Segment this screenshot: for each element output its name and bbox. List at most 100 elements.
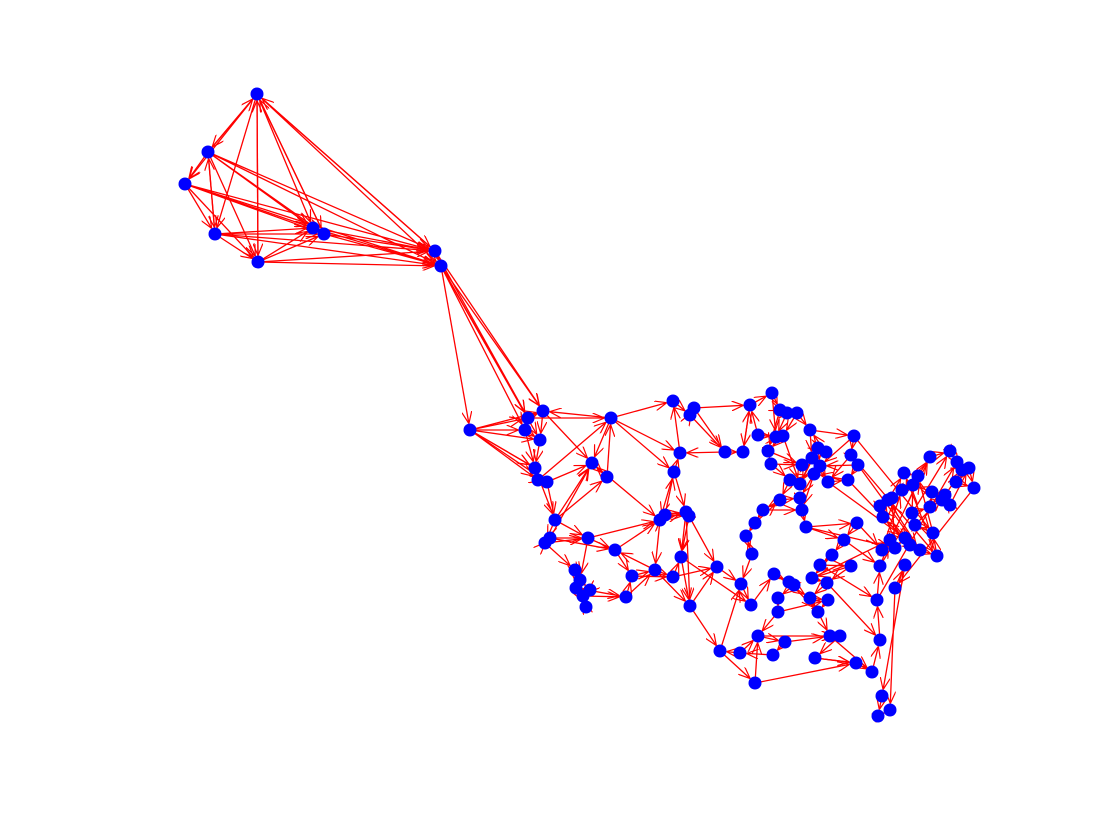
- graph-node: [682, 509, 696, 523]
- graph-node: [911, 469, 925, 483]
- graph-node: [825, 548, 839, 562]
- graph-node: [795, 503, 809, 517]
- graph-node: [870, 593, 884, 607]
- edge-arrow: [542, 410, 588, 458]
- graph-node: [713, 644, 727, 658]
- edge-arrow: [744, 404, 750, 446]
- edge-arrow: [257, 231, 308, 263]
- graph-node: [820, 576, 834, 590]
- graph-node: [765, 386, 779, 400]
- graph-node: [568, 563, 582, 577]
- edge-arrow: [546, 466, 586, 483]
- graph-node: [748, 516, 762, 530]
- graph-node: [250, 87, 264, 101]
- graph-node: [710, 560, 724, 574]
- graph-node: [687, 401, 701, 415]
- graph-node: [821, 593, 835, 607]
- graph-node: [790, 406, 804, 420]
- edge-arrow: [214, 228, 307, 235]
- edge-arrow: [610, 417, 674, 450]
- graph-node: [875, 689, 889, 703]
- edge-arrow: [782, 435, 798, 478]
- graph-node: [865, 665, 879, 679]
- edge-arrow: [184, 183, 429, 249]
- graph-node: [683, 599, 697, 613]
- edge-arrow: [256, 93, 311, 222]
- graph-node: [536, 404, 550, 418]
- graph-node: [943, 444, 957, 458]
- graph-node: [767, 567, 781, 581]
- graph-node: [898, 558, 912, 572]
- edge-arrow: [549, 469, 589, 539]
- edge-arrow: [209, 159, 216, 235]
- graph-node: [799, 520, 813, 534]
- edge-arrow: [184, 183, 212, 228]
- graph-node: [875, 543, 889, 557]
- graph-node: [793, 477, 807, 491]
- edge-arrow: [214, 233, 435, 265]
- graph-node: [666, 394, 680, 408]
- edge-arrow: [256, 93, 436, 262]
- graph-node: [844, 448, 858, 462]
- graph-node: [895, 483, 909, 497]
- graph-node: [805, 571, 819, 585]
- graph-node: [251, 255, 265, 269]
- graph-node: [811, 605, 825, 619]
- graph-node: [521, 411, 535, 425]
- edge-arrow: [469, 429, 529, 465]
- graph-node: [795, 458, 809, 472]
- edge-arrow: [614, 524, 655, 551]
- graph-node: [871, 709, 885, 723]
- graph-node: [585, 456, 599, 470]
- graph-node: [883, 703, 897, 717]
- graph-node: [913, 543, 927, 557]
- edge-arrow: [262, 98, 436, 252]
- edge-arrow: [550, 412, 612, 419]
- graph-node: [764, 457, 778, 471]
- graph-node: [733, 646, 747, 660]
- edge-arrow: [688, 515, 714, 561]
- edge-arrow: [689, 605, 716, 646]
- graph-node: [648, 563, 662, 577]
- graph-node: [771, 605, 785, 619]
- node-layer: [178, 87, 981, 723]
- edge-layer: [184, 93, 974, 716]
- edge-arrow: [826, 582, 876, 635]
- graph-node: [938, 488, 952, 502]
- edge-arrow: [777, 602, 822, 613]
- edge-arrow: [680, 556, 746, 601]
- graph-node: [793, 491, 807, 505]
- edge-arrow: [207, 151, 319, 230]
- edge-arrow: [434, 250, 539, 406]
- edge-arrow: [827, 481, 900, 534]
- graph-node: [736, 445, 750, 459]
- graph-node: [803, 423, 817, 437]
- graph-node: [873, 633, 887, 647]
- graph-node: [718, 445, 732, 459]
- graph-node: [888, 581, 902, 595]
- graph-node: [543, 531, 557, 545]
- edge-arrow: [662, 471, 675, 514]
- graph-node: [780, 406, 794, 420]
- edge-arrow: [323, 233, 435, 264]
- graph-node: [528, 461, 542, 475]
- graph-node: [434, 259, 448, 273]
- edge-arrow: [440, 265, 539, 406]
- graph-node: [581, 531, 595, 545]
- edge-arrow: [257, 262, 435, 266]
- graph-node: [604, 411, 618, 425]
- edge-arrow: [549, 537, 609, 549]
- graph-node: [608, 543, 622, 557]
- graph-node: [773, 493, 787, 507]
- graph-node: [819, 445, 833, 459]
- edge-arrow: [207, 151, 429, 248]
- graph-node: [673, 446, 687, 460]
- graph-node: [666, 570, 680, 584]
- graph-node: [967, 481, 981, 495]
- graph-node: [807, 467, 821, 481]
- graph-node: [744, 598, 758, 612]
- edge-arrow: [587, 522, 654, 539]
- edge-arrow: [469, 429, 533, 476]
- graph-node: [178, 177, 192, 191]
